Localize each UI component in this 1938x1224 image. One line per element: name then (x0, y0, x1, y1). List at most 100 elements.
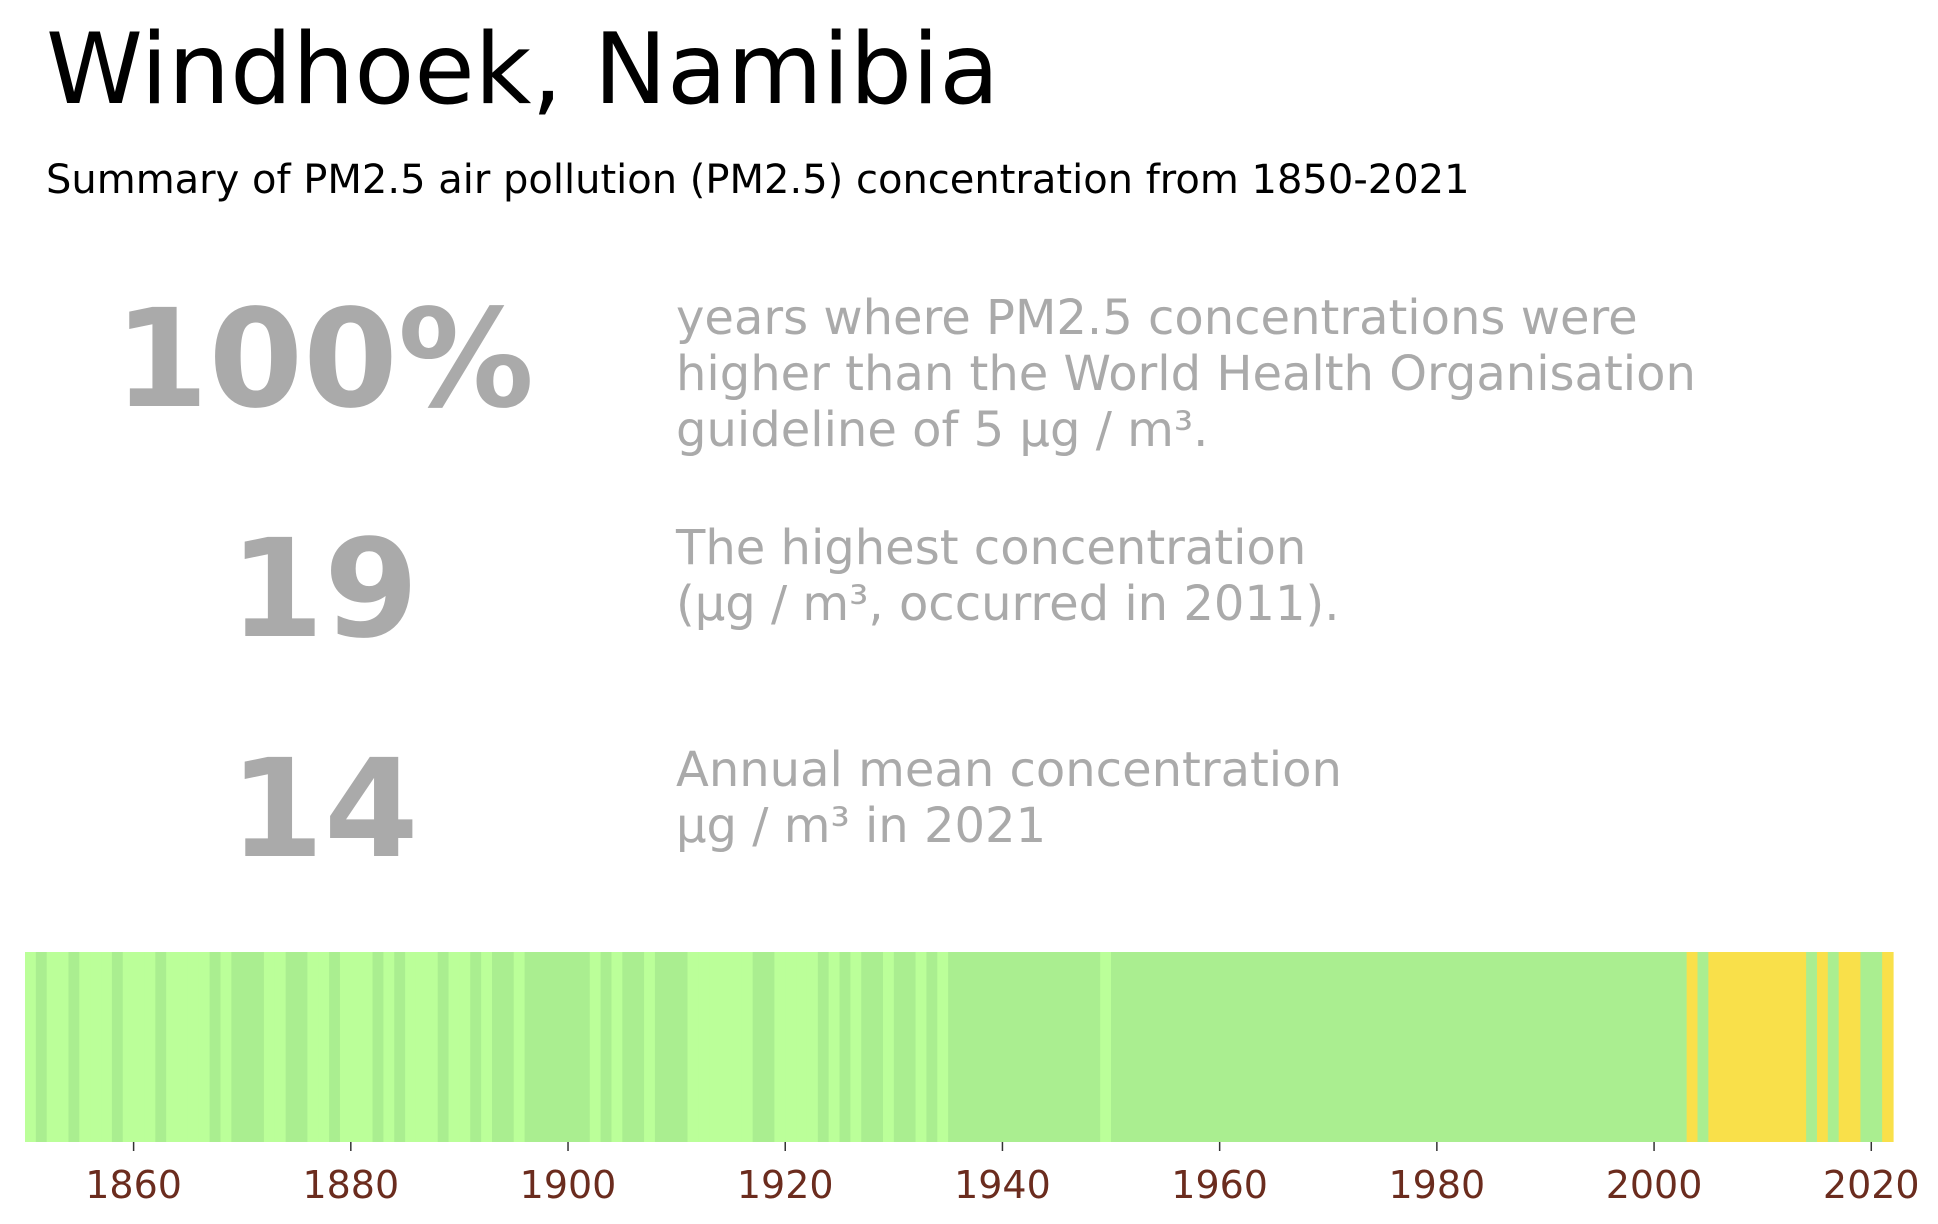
stripe-1935 (948, 952, 960, 1142)
stripe-1909 (665, 952, 678, 1142)
stripe-1981 (1447, 952, 1460, 1142)
stripe-1979 (1426, 952, 1438, 1142)
stripe-1871 (253, 952, 265, 1142)
page-title: Windhoek, Namibia (46, 13, 1000, 127)
stripe-1983 (1469, 952, 1481, 1142)
stripe-1921 (796, 952, 808, 1142)
stripe-1988 (1523, 952, 1536, 1142)
stripe-1995 (1599, 952, 1612, 1142)
stripe-1934 (937, 952, 949, 1142)
stripe-1878 (329, 952, 341, 1142)
stripe-1917 (752, 952, 765, 1142)
stripe-1936 (959, 952, 971, 1142)
stripe-1885 (405, 952, 417, 1142)
stripe-1926 (850, 952, 862, 1142)
stripe-1944 (1045, 952, 1058, 1142)
stripe-2002 (1675, 952, 1688, 1142)
stripe-1888 (437, 952, 450, 1142)
stripe-1982 (1458, 952, 1471, 1142)
stripe-1949 (1100, 952, 1112, 1142)
stripe-1854 (68, 952, 80, 1142)
stripe-1960 (1219, 952, 1232, 1142)
stripe-2001 (1664, 952, 1677, 1142)
stripe-1897 (535, 952, 547, 1142)
stripe-1911 (687, 952, 699, 1142)
stripe-1876 (307, 952, 319, 1142)
stripe-1961 (1230, 952, 1242, 1142)
stripe-1873 (274, 952, 287, 1142)
stripe-2021 (1882, 952, 1894, 1142)
stripe-2004 (1697, 952, 1709, 1142)
stripe-1899 (557, 952, 569, 1142)
stripe-1895 (513, 952, 526, 1142)
stripe-2006 (1719, 952, 1731, 1142)
stripe-1951 (1121, 952, 1134, 1142)
stripe-1903 (600, 952, 613, 1142)
stripe-1946 (1067, 952, 1080, 1142)
x-tick-label-2020: 2020 (1823, 1163, 1920, 1207)
stripe-1856 (90, 952, 102, 1142)
stripe-1858 (111, 952, 124, 1142)
stripe-1950 (1111, 952, 1123, 1142)
stripe-1964 (1263, 952, 1275, 1142)
stripe-1884 (394, 952, 406, 1142)
stripe-1998 (1632, 952, 1644, 1142)
stripe-1905 (622, 952, 634, 1142)
stripe-1870 (242, 952, 254, 1142)
stripe-1972 (1349, 952, 1362, 1142)
stripe-1918 (763, 952, 775, 1142)
stripe-1908 (654, 952, 667, 1142)
stripe-1943 (1035, 952, 1047, 1142)
stripe-1939 (991, 952, 1004, 1142)
stripe-1862 (155, 952, 167, 1142)
stripe-1971 (1339, 952, 1351, 1142)
stripe-1906 (633, 952, 645, 1142)
stripe-1967 (1295, 952, 1308, 1142)
stripe-1933 (926, 952, 938, 1142)
stat-value-annual-mean: 14 (229, 731, 419, 889)
x-axis: 1860 1880 1900 1920 1940 1960 1980 2000 2020 (85, 1142, 1920, 1207)
stripe-1938 (980, 952, 993, 1142)
stripe-1958 (1197, 952, 1210, 1142)
stripe-1984 (1480, 952, 1492, 1142)
stripe-2000 (1654, 952, 1666, 1142)
stripe-1974 (1371, 952, 1384, 1142)
stripe-2014 (1806, 952, 1818, 1142)
stripe-2010 (1762, 952, 1775, 1142)
stripe-1901 (578, 952, 591, 1142)
stripe-2008 (1740, 952, 1753, 1142)
stripe-1896 (524, 952, 537, 1142)
stripe-1916 (741, 952, 754, 1142)
stat-description-exceedance: years where PM2.5 concentrations were hi… (676, 290, 1696, 458)
stat-description-annual-mean: Annual mean concentration µg / m³ in 202… (676, 742, 1342, 854)
stripe-1852 (46, 952, 59, 1142)
stripe-1956 (1176, 952, 1188, 1142)
stripe-1910 (676, 952, 689, 1142)
stripe-2017 (1838, 952, 1851, 1142)
stripe-2020 (1871, 952, 1883, 1142)
stripe-1931 (904, 952, 917, 1142)
stripe-1941 (1013, 952, 1025, 1142)
stripe-1924 (828, 952, 841, 1142)
stripe-1875 (296, 952, 308, 1142)
stripe-1919 (774, 952, 786, 1142)
stripe-1902 (589, 952, 602, 1142)
stripe-1977 (1404, 952, 1416, 1142)
stripe-1894 (502, 952, 515, 1142)
stripe-1886 (415, 952, 428, 1142)
stripe-1968 (1306, 952, 1318, 1142)
stripe-1976 (1393, 952, 1405, 1142)
stripe-2016 (1827, 952, 1840, 1142)
stripe-1892 (481, 952, 493, 1142)
stripe-1927 (861, 952, 873, 1142)
stripe-1898 (546, 952, 558, 1142)
stat-value-highest: 19 (229, 511, 419, 669)
stripe-1881 (361, 952, 374, 1142)
stripe-1992 (1567, 952, 1579, 1142)
stripe-1945 (1056, 952, 1069, 1142)
stripe-1890 (459, 952, 471, 1142)
stripe-1923 (817, 952, 830, 1142)
stripe-1942 (1024, 952, 1036, 1142)
stripe-1893 (492, 952, 504, 1142)
stripe-1904 (611, 952, 623, 1142)
